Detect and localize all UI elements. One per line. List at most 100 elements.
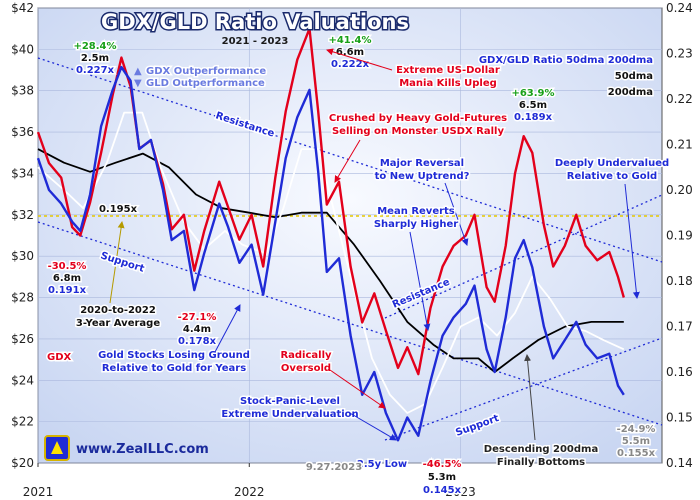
peak-2021-pct: +28.4% (73, 41, 116, 52)
plot-background (37, 7, 663, 464)
legend-ratio-title: GDX/GLD Ratio 50dma 200dma (479, 55, 653, 66)
average-value-label: 0.195x (99, 204, 138, 215)
arrow-losing-ground (214, 304, 241, 353)
y-left-tick-label: $32 (11, 208, 34, 222)
note-panic-2: Extreme Undervaluation (221, 409, 358, 420)
x-tick-label: 2023 (445, 485, 476, 499)
arrow-average (109, 221, 125, 304)
note-average-2: 3-Year Average (76, 318, 160, 329)
y-right-tick-label: 0.17 (666, 320, 693, 334)
note-oversold-1: Radically (280, 350, 332, 361)
y-right-tick-label: 0.20 (666, 183, 693, 197)
website-label: www.ZealLLC.com (76, 442, 209, 457)
peak-2022-dur: 6.6m (336, 47, 364, 58)
peak-2023-pct: +63.9% (511, 88, 554, 99)
arrow-usd-mania (326, 48, 393, 71)
support-line-upper (37, 221, 663, 426)
note-crushed-2: Selling on Monster USDX Rally (332, 126, 504, 137)
trend-channels (37, 57, 663, 441)
support-line-lower (384, 337, 663, 441)
peak-2021-dur: 2.5m (81, 53, 109, 64)
peak-2023-dur: 6.5m (519, 100, 547, 111)
chart-title: GDX/GLD Ratio Valuations (101, 10, 409, 34)
x-tick-label: 2021 (23, 485, 54, 499)
low-2022-ratio: 0.145x (423, 485, 462, 496)
y-right-tick-label: 0.19 (666, 229, 693, 243)
y-left-tick-label: $38 (11, 84, 34, 98)
note-oversold-2: Oversold (281, 363, 331, 374)
axes: $20 $22 $24 $26 $28 $30 $32 $34 $36 $38 $40 $42 0.14… (11, 1, 693, 499)
low-mar-2021-pct: -30.5% (48, 261, 87, 272)
y-left-tick-label: $40 (11, 42, 34, 56)
peak-2021-ratio: 0.227x (76, 65, 115, 76)
series-line-50dma (37, 111, 625, 414)
arrow-panic (347, 411, 397, 441)
note-200dma-2: Finally Bottoms (497, 457, 585, 468)
y-right-tick-label: 0.16 (666, 365, 693, 379)
low-2022-dur: 5.3m (428, 472, 456, 483)
low-mar-2021-dur: 6.8m (53, 273, 81, 284)
zeal-logo (44, 435, 70, 461)
series-line-200dma (37, 148, 624, 373)
chart-subtitle: 2021 - 2023 (222, 36, 289, 47)
note-mean-reverts-1: Mean Reverts (377, 206, 455, 217)
note-usd-mania-1: Extreme US-Dollar (396, 65, 500, 76)
current-pct: -24.9% (617, 424, 656, 435)
current-ratio: 0.155x (617, 448, 656, 459)
y-right-tick-label: 0.24 (666, 1, 693, 15)
legend-gld-outperformance: GLD Outperformance (146, 78, 265, 89)
note-200dma-1: Descending 200dma (484, 444, 598, 455)
y-right-tick-label: 0.23 (666, 47, 693, 61)
note-undervalued-1: Deeply Undervalued (555, 158, 669, 169)
low-2022-label: 2.5y Low (357, 459, 407, 470)
resistance-line-lower (384, 194, 663, 319)
y-right-tick-label: 0.14 (666, 456, 693, 470)
peak-2023-ratio: 0.189x (514, 112, 553, 123)
note-mean-reverts-2: Sharply Higher (374, 219, 458, 230)
low-sep-2021-dur: 4.4m (183, 324, 211, 335)
series-line-gdx-gld-ratio (36, 65, 625, 442)
arrow-reversal (444, 182, 469, 246)
note-panic-1: Stock-Panic-Level (240, 396, 340, 407)
low-mar-2021-ratio: 0.191x (48, 285, 87, 296)
date-stamp: 9.27.2023 (306, 462, 362, 473)
arrow-200dma (524, 354, 536, 441)
y-left-tick-label: $28 (11, 291, 34, 305)
note-losing-ground-1: Gold Stocks Losing Ground (98, 350, 250, 361)
legend-gdx-outperformance: GDX Outperformance (146, 66, 266, 77)
legend-ratio-200dma: 200dma (608, 87, 653, 98)
gdx-series-label: GDX (47, 352, 72, 363)
legend-down-arrow-icon: ▼ (134, 78, 142, 89)
y-right-tick-label: 0.18 (666, 274, 693, 288)
y-left-tick-label: $26 (11, 332, 34, 346)
y-right-tick-label: 0.21 (666, 138, 693, 152)
y-left-tick-label: $42 (11, 1, 34, 15)
current-dur: 5.5m (622, 436, 650, 447)
y-right-tick-label: 0.15 (666, 411, 693, 425)
arrow-crushed (334, 139, 361, 183)
note-reversal-2: to New Uptrend? (375, 171, 470, 182)
y-left-tick-label: $20 (11, 456, 34, 470)
y-left-tick-label: $30 (11, 249, 34, 263)
peak-2022-pct: +41.4% (328, 35, 371, 46)
x-tick-label: 2022 (234, 485, 265, 499)
arrow-mean-reverts (409, 231, 431, 331)
y-left-tick-label: $34 (11, 166, 34, 180)
y-left-tick-label: $24 (11, 373, 34, 387)
arrow-oversold (329, 369, 386, 409)
note-usd-mania-2: Mania Kills Upleg (399, 78, 497, 89)
note-undervalued-2: Relative to Gold (567, 171, 657, 182)
series-group (36, 27, 625, 442)
note-reversal-1: Major Reversal (380, 158, 464, 169)
low-sep-2021-pct: -27.1% (178, 312, 217, 323)
note-average-1: 2020-to-2022 (80, 305, 156, 316)
note-losing-ground-2: Relative to Gold for Years (102, 363, 246, 374)
arrow-undervalued (624, 183, 640, 299)
legend-up-arrow-icon: ▲ (134, 66, 142, 77)
y-right-tick-label: 0.22 (666, 92, 693, 106)
legend-ratio-50dma: 50dma (615, 71, 653, 82)
note-crushed-1: Crushed by Heavy Gold-Futures (329, 113, 507, 124)
low-2022-pct: -46.5% (423, 459, 462, 470)
low-sep-2021-ratio: 0.178x (178, 336, 217, 347)
